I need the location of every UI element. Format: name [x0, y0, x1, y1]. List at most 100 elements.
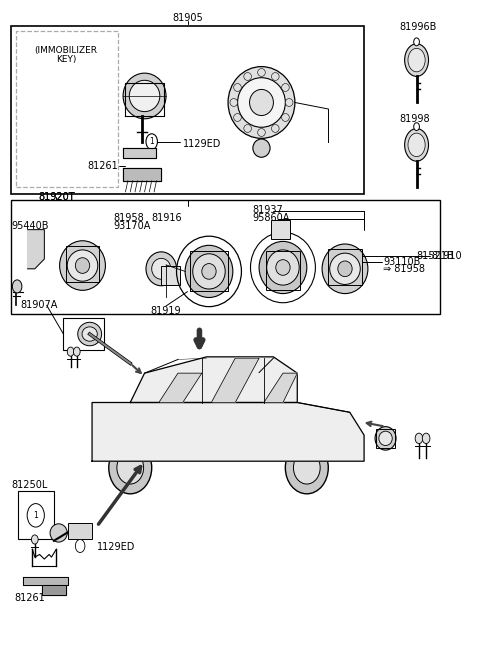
Ellipse shape	[73, 347, 80, 356]
Bar	[328, 250, 362, 285]
Text: 93110B: 93110B	[383, 257, 420, 267]
Text: 81920T: 81920T	[38, 192, 74, 202]
Ellipse shape	[27, 504, 44, 527]
Ellipse shape	[82, 327, 97, 341]
Ellipse shape	[282, 113, 289, 121]
Polygon shape	[28, 230, 44, 269]
Polygon shape	[42, 585, 66, 595]
Ellipse shape	[253, 139, 270, 157]
Ellipse shape	[75, 257, 90, 273]
Ellipse shape	[414, 38, 420, 46]
Text: 93170A: 93170A	[114, 221, 151, 231]
Text: 95440B: 95440B	[11, 221, 49, 231]
Polygon shape	[211, 358, 259, 403]
Text: 81996B: 81996B	[400, 22, 437, 33]
Text: (IMMOBILIZER: (IMMOBILIZER	[34, 46, 97, 55]
Text: 81958: 81958	[114, 213, 144, 223]
Ellipse shape	[414, 122, 420, 130]
Ellipse shape	[285, 441, 328, 494]
Polygon shape	[123, 148, 156, 158]
Ellipse shape	[338, 261, 352, 276]
Ellipse shape	[405, 44, 429, 77]
Ellipse shape	[408, 48, 425, 72]
Text: 81916: 81916	[152, 213, 182, 223]
Ellipse shape	[152, 258, 171, 279]
Bar	[161, 265, 180, 285]
Ellipse shape	[117, 451, 144, 484]
Text: 81905: 81905	[172, 12, 203, 23]
Bar	[63, 318, 104, 350]
Text: 81521B: 81521B	[417, 251, 454, 261]
Ellipse shape	[32, 535, 38, 544]
Text: 81919: 81919	[151, 306, 181, 316]
Text: 81261: 81261	[15, 593, 46, 603]
Ellipse shape	[244, 73, 252, 81]
Ellipse shape	[258, 69, 265, 77]
Ellipse shape	[238, 78, 285, 127]
Ellipse shape	[67, 347, 74, 356]
Ellipse shape	[234, 84, 241, 92]
Ellipse shape	[185, 246, 233, 297]
Text: 81998: 81998	[400, 114, 431, 124]
Ellipse shape	[293, 451, 320, 484]
Ellipse shape	[379, 431, 392, 445]
Bar	[68, 523, 92, 540]
Ellipse shape	[109, 441, 152, 494]
Ellipse shape	[415, 433, 423, 443]
Ellipse shape	[272, 124, 279, 132]
Bar	[11, 200, 441, 314]
Ellipse shape	[272, 73, 279, 81]
Ellipse shape	[267, 250, 299, 285]
Polygon shape	[23, 576, 68, 585]
Text: 95860A: 95860A	[252, 213, 289, 223]
Ellipse shape	[78, 322, 102, 346]
Bar	[11, 26, 364, 194]
Polygon shape	[159, 373, 202, 403]
Ellipse shape	[259, 242, 307, 293]
Ellipse shape	[12, 280, 22, 293]
Text: 1129ED: 1129ED	[97, 542, 135, 552]
Text: 1: 1	[149, 137, 154, 146]
Bar	[271, 220, 290, 240]
Ellipse shape	[322, 244, 368, 293]
Ellipse shape	[282, 84, 289, 92]
Text: KEY): KEY)	[56, 55, 76, 64]
Polygon shape	[264, 373, 297, 403]
Ellipse shape	[146, 252, 177, 286]
Ellipse shape	[67, 250, 98, 281]
Ellipse shape	[375, 426, 396, 450]
Ellipse shape	[123, 73, 166, 119]
Text: 1129ED: 1129ED	[183, 139, 221, 149]
Polygon shape	[123, 168, 161, 181]
Text: 81910: 81910	[431, 251, 461, 261]
Ellipse shape	[276, 259, 290, 275]
Text: 81261: 81261	[87, 160, 118, 171]
Ellipse shape	[258, 128, 265, 136]
Ellipse shape	[129, 81, 160, 111]
Text: 81937: 81937	[252, 205, 283, 215]
Ellipse shape	[202, 263, 216, 279]
Ellipse shape	[330, 253, 360, 284]
Bar	[376, 428, 395, 448]
Text: 81907A: 81907A	[21, 300, 58, 310]
Text: ⇒ 81958: ⇒ 81958	[383, 264, 425, 274]
Polygon shape	[92, 403, 364, 461]
Ellipse shape	[408, 133, 425, 157]
Ellipse shape	[193, 253, 225, 289]
Ellipse shape	[75, 540, 85, 553]
Text: 81250L: 81250L	[11, 480, 47, 491]
Ellipse shape	[234, 113, 241, 121]
Ellipse shape	[60, 241, 106, 290]
Ellipse shape	[230, 98, 238, 106]
Ellipse shape	[422, 433, 430, 443]
Ellipse shape	[50, 524, 67, 542]
Ellipse shape	[244, 124, 252, 132]
Text: 81920T: 81920T	[38, 192, 74, 202]
Ellipse shape	[250, 90, 274, 115]
Ellipse shape	[228, 67, 295, 138]
Bar	[18, 491, 54, 540]
Ellipse shape	[285, 98, 293, 106]
Text: 1: 1	[34, 511, 38, 520]
Polygon shape	[130, 357, 297, 403]
Ellipse shape	[146, 134, 157, 149]
